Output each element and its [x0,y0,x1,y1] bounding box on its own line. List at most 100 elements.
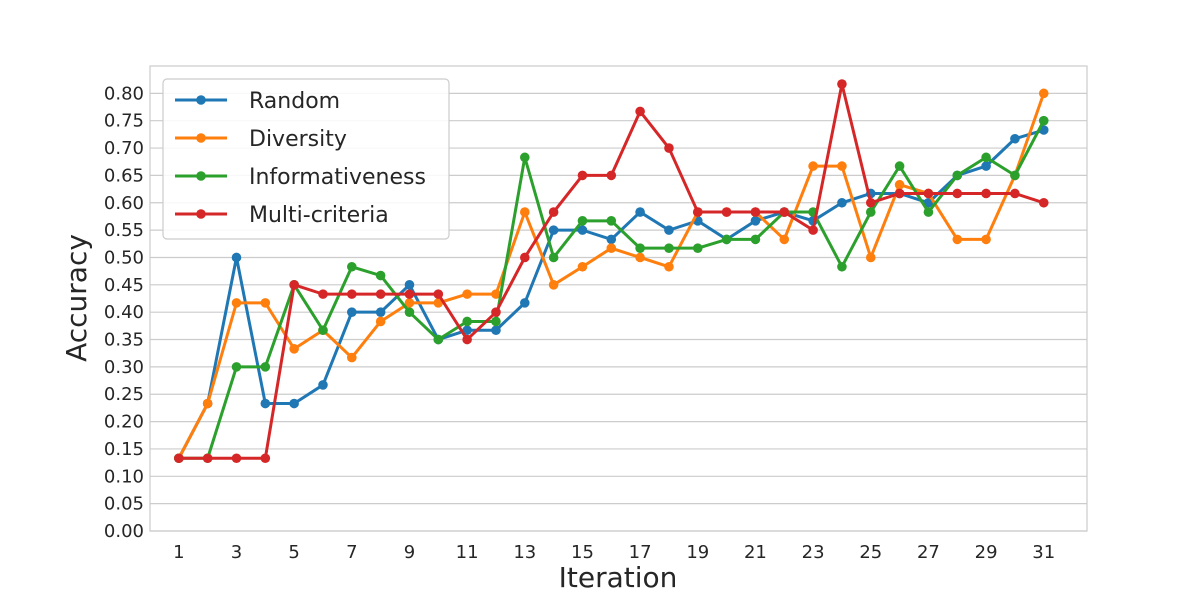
data-point [231,453,242,464]
y-tick-label: 0.60 [104,193,144,214]
data-point [837,79,847,89]
x-tick-label: 5 [288,542,299,563]
data-point [202,453,213,464]
plot-frame [149,65,1088,532]
data-point [404,289,415,299]
data-point [491,325,501,336]
legend-item: Random [175,89,340,114]
data-point [491,316,501,327]
data-point [721,207,732,217]
x-tick-label: 17 [629,542,652,563]
data-point [347,261,357,272]
data-point [375,307,386,317]
data-point [577,170,588,181]
data-point [520,252,530,263]
data-point [1038,88,1049,99]
data-point [894,161,905,171]
data-point [260,453,271,464]
data-point [491,307,501,317]
legend-item: Informativeness [175,165,426,190]
data-point [606,243,617,253]
data-point [462,325,472,336]
x-tick-label: 3 [231,542,242,563]
data-point [347,352,357,363]
data-point [981,188,991,199]
data-point [635,243,645,253]
data-point [894,179,905,190]
data-point [548,225,559,235]
data-point [952,234,963,245]
legend-swatch-marker [196,171,206,181]
data-point [231,252,242,263]
y-tick-label: 0.20 [104,412,144,433]
data-point [520,207,530,217]
y-tick-label: 0.25 [104,384,144,405]
legend-swatch-marker [196,133,206,143]
data-point [577,216,588,226]
data-point [894,188,905,199]
x-tick-label: 23 [802,542,825,563]
data-point [404,298,415,308]
y-tick-label: 0.50 [104,247,144,268]
data-point [577,225,588,235]
data-point [664,225,674,235]
data-point [260,362,271,372]
data-point [923,188,934,199]
legend-label: Multi-criteria [249,203,389,228]
data-point [779,234,790,245]
legend-label: Diversity [249,127,347,152]
data-point [289,344,299,354]
legend-swatch-marker [196,209,206,219]
legend-box [162,78,450,240]
data-point [606,170,617,181]
y-tick-label: 0.30 [104,357,144,378]
y-tick-label: 0.40 [104,302,144,323]
data-point [318,325,328,336]
data-point [520,152,530,163]
data-point [952,188,963,199]
y-tick-label: 0.35 [104,330,144,351]
data-point [1010,170,1020,181]
data-point [289,280,299,290]
data-point [433,334,444,345]
x-tick-label: 29 [975,542,998,563]
y-tick-label: 0.10 [104,466,144,487]
data-point [318,380,328,390]
x-tick-label: 7 [346,542,357,563]
series-multi-criteria [174,79,1049,464]
data-point [375,289,386,299]
y-tick-label: 0.80 [104,83,144,104]
y-axis-ticks: 0.00 0.05 0.10 0.15 0.20 0.25 0.30 0.35 0.40 0.45… [104,83,144,542]
x-tick-label: 19 [686,542,709,563]
y-tick-label: 0.75 [104,111,144,132]
y-tick-label: 0.65 [104,165,144,186]
data-point [721,234,732,245]
x-tick-label: 1 [173,542,184,563]
data-point [318,289,328,299]
y-tick-label: 0.00 [104,521,144,542]
data-point [1038,115,1049,126]
data-point [462,289,472,299]
legend-item: Multi-criteria [175,203,389,228]
x-tick-label: 13 [513,542,536,563]
data-point [664,143,674,153]
data-point [635,106,645,117]
legend-label: Informativeness [249,165,426,190]
data-point [347,307,357,317]
data-point [231,362,242,372]
data-point [664,261,674,272]
x-tick-label: 25 [859,542,882,563]
legend: Random Diversity Informativeness Multi-crit… [162,78,450,240]
data-point [491,289,501,299]
data-point [923,207,934,217]
data-point [1038,197,1049,208]
data-point [404,280,415,290]
data-point [375,316,386,327]
x-tick-label: 27 [917,542,940,563]
data-point [750,207,761,217]
data-point [664,243,674,253]
data-point [981,161,991,171]
legend-swatch-marker [196,95,206,105]
data-point [548,207,559,217]
